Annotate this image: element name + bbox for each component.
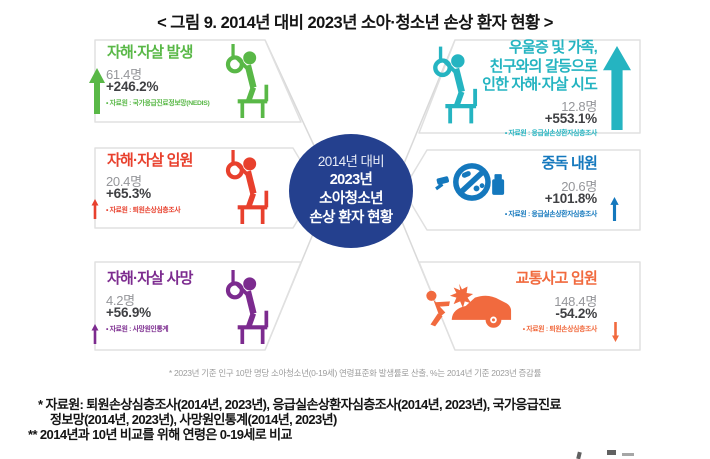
center-line-2: 2023년 xyxy=(329,172,373,188)
panel-label-line-2: 친구와의 갈등으로 xyxy=(489,57,598,75)
cutoff-mark xyxy=(607,450,616,455)
up-arrow-icon xyxy=(603,46,631,130)
panel-source-traffic-accident: • 자료원 : 퇴원손상심층조사 xyxy=(522,326,598,333)
figure-footnote: * 2023년 기준 인구 10만 명당 소아청소년(0-19세) 연령표준화 … xyxy=(168,368,542,378)
source-note-line-1: * 자료원: 퇴원손상심층조사(2014년, 2023년), 응급실손상환자심층… xyxy=(38,397,561,412)
panel-label-line-1: 우울증 및 가족, xyxy=(508,39,598,56)
up-arrow-icon xyxy=(89,68,105,114)
panel-change-self-harm-occurrence: +246.2% xyxy=(106,79,159,94)
center-circle xyxy=(289,134,413,248)
up-arrow-icon xyxy=(91,199,99,219)
panel-label-self-harm-death: 자해·자살 사망 xyxy=(107,270,193,287)
panel-source-self-harm-admission: • 자료원 : 퇴원손상심층조사 xyxy=(106,207,181,214)
car-accident-icon xyxy=(426,283,512,328)
panel-label-poisoning: 중독 내원 xyxy=(541,155,598,172)
panel-value-suicide-attempt: 12.8명 xyxy=(561,99,597,114)
panel-value-traffic-accident: 148.4명 xyxy=(554,294,597,309)
panel-change-self-harm-admission: +65.3% xyxy=(106,186,151,201)
panel-value-poisoning: 20.6명 xyxy=(561,179,597,194)
center-line-4: 손상 환자 현황 xyxy=(309,210,393,226)
panel-change-poisoning: +101.8% xyxy=(544,191,597,206)
up-arrow-icon xyxy=(91,324,99,344)
center-line-1: 2014년 대비 xyxy=(317,154,385,169)
panel-value-self-harm-death: 4.2명 xyxy=(106,293,135,308)
panel-shape-traffic-accident xyxy=(418,261,641,351)
panel-source-self-harm-occurrence: • 자료원 : 국가응급진료정보망(NEDIS) xyxy=(106,100,210,107)
down-arrow-icon xyxy=(612,322,619,342)
panel-change-traffic-accident: -54.2% xyxy=(555,306,597,321)
panel-value-self-harm-occurrence: 61.4명 xyxy=(106,67,142,82)
source-note-line-2: 정보망(2014년, 2023년), 사망원인통계(2014년, 2023년) xyxy=(50,412,337,427)
panel-source-poisoning: • 자료원 : 응급실손상환자심층조사 xyxy=(504,211,597,218)
up-arrow-icon xyxy=(610,197,619,221)
suicide-icon xyxy=(225,150,269,224)
cutoff-mark xyxy=(622,453,634,456)
panel-shape-suicide-attempt xyxy=(418,39,641,134)
figure-title: < 그림 9. 2014년 대비 2023년 소아·청소년 손상 환자 현황 > xyxy=(157,14,553,32)
panel-label-traffic-accident: 교통사고 입원 xyxy=(515,270,598,287)
panel-label-self-harm-admission: 자해·자살 입원 xyxy=(107,152,193,169)
panel-label-suicide-attempt: 우울증 및 가족, 친구와의 갈등으로 인한 자해·자살 시도 xyxy=(482,39,598,95)
suicide-icon xyxy=(433,46,478,124)
panel-change-self-harm-death: +56.9% xyxy=(106,305,151,320)
panel-label-line-3: 인한 자해·자살 시도 xyxy=(482,76,598,93)
panel-source-self-harm-death: • 자료원 : 사망원인통계 xyxy=(106,326,169,333)
suicide-icon xyxy=(225,44,269,118)
center-line-3: 소아청소년 xyxy=(319,191,383,207)
panel-label-self-harm-occurrence: 자해·자살 발생 xyxy=(107,44,193,61)
panel-source-suicide-attempt: • 자료원 : 응급실손상환자심층조사 xyxy=(504,130,597,137)
center-circle-label: 2014년 대비 2023년 소아청소년 손상 환자 현황 xyxy=(289,152,413,228)
panel-change-suicide-attempt: +553.1% xyxy=(544,111,597,126)
comparison-note: ** 2014년과 10년 비교를 위해 연령은 0-19세로 비교 xyxy=(28,427,292,442)
no-drugs-icon xyxy=(435,163,505,201)
suicide-icon xyxy=(225,270,269,344)
panel-value-self-harm-admission: 20.4명 xyxy=(106,174,142,189)
